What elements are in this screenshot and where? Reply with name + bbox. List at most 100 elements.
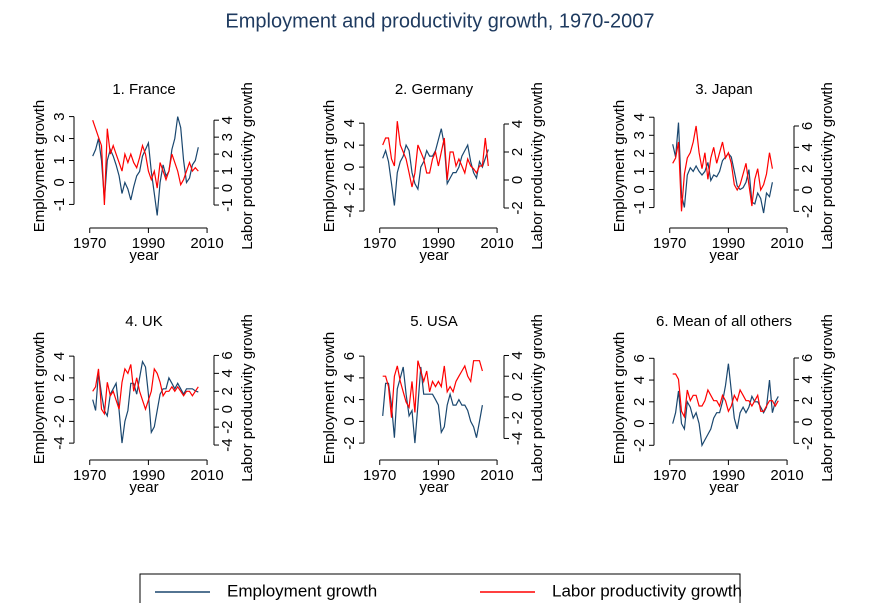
legend-label: Labor productivity growth: [552, 581, 742, 600]
x-axis-title: year: [129, 247, 158, 264]
panel-title: 3. Japan: [695, 81, 753, 98]
y2-tick-label: 4: [219, 116, 236, 124]
y2-tick-label: 2: [219, 150, 236, 158]
x-tick-label: 1970: [73, 235, 106, 252]
series-line: [382, 360, 483, 418]
y-axis-title: Employment growth: [321, 332, 338, 465]
y-tick-label: 2: [51, 374, 68, 382]
y-tick-label: 2: [341, 141, 358, 149]
x-tick-label: 2010: [770, 467, 803, 484]
y-tick-label: 2: [631, 149, 648, 157]
y-tick-label: 2: [341, 395, 358, 403]
x-tick-label: 1990: [712, 467, 745, 484]
y2-tick-label: 2: [799, 396, 816, 404]
x-tick-label: 1970: [653, 467, 686, 484]
y-axis-title: Employment growth: [611, 332, 628, 465]
y2-tick-label: 0: [799, 418, 816, 426]
y-tick-label: 0: [631, 419, 648, 427]
y2-tick-label: -2: [799, 205, 816, 218]
x-tick-label: 1990: [422, 235, 455, 252]
y2-axis-title: Labor productivity growth: [819, 314, 836, 482]
x-tick-label: 1990: [422, 467, 455, 484]
y-tick-label: 4: [341, 119, 358, 127]
y-tick-label: -2: [51, 415, 68, 428]
y2-axis-title: Labor productivity growth: [529, 314, 546, 482]
x-tick-label: 2010: [190, 467, 223, 484]
y2-tick-label: -4: [509, 432, 526, 445]
series-line: [382, 121, 489, 188]
y2-tick-label: 2: [219, 387, 236, 395]
y2-tick-label: 0: [219, 405, 236, 413]
y2-axis-title: Labor productivity growth: [239, 82, 256, 250]
x-axis-title: year: [419, 479, 448, 496]
y-tick-label: -4: [341, 204, 358, 217]
series-line: [672, 373, 779, 419]
chart-title: Employment and productivity growth, 1970…: [225, 10, 654, 32]
y-tick-label: 6: [631, 354, 648, 362]
y-tick-label: -4: [51, 436, 68, 449]
y-axis-title: Employment growth: [611, 100, 628, 233]
y-tick-label: 4: [341, 374, 358, 382]
y2-tick-label: 2: [509, 148, 526, 156]
x-tick-label: 2010: [190, 235, 223, 252]
y2-tick-label: 4: [799, 143, 816, 151]
y2-tick-label: 0: [799, 186, 816, 194]
y-axis-title: Employment growth: [31, 332, 48, 465]
y-tick-label: 1: [51, 156, 68, 164]
panel-title: 4. UK: [125, 313, 163, 330]
series-line: [672, 122, 773, 214]
y-tick-label: 4: [51, 352, 68, 360]
panel-title: 2. Germany: [395, 81, 474, 98]
y2-tick-label: 4: [219, 369, 236, 377]
x-axis-title: year: [419, 247, 448, 264]
y2-axis-title: Labor productivity growth: [819, 82, 836, 250]
y-tick-label: 0: [51, 178, 68, 186]
x-tick-label: 1990: [132, 235, 165, 252]
x-tick-label: 1990: [132, 467, 165, 484]
y2-tick-label: 6: [219, 351, 236, 359]
x-tick-label: 1990: [712, 235, 745, 252]
y-tick-label: -2: [631, 439, 648, 452]
x-tick-label: 2010: [480, 235, 513, 252]
y2-tick-label: 6: [799, 354, 816, 362]
y-tick-label: 2: [51, 134, 68, 142]
y-tick-label: 4: [631, 376, 648, 384]
y-tick-label: -1: [631, 201, 648, 214]
y-tick-label: 0: [341, 163, 358, 171]
y2-tick-label: -2: [509, 411, 526, 424]
panel-title: 5. USA: [410, 313, 458, 330]
y2-tick-label: 1: [219, 167, 236, 175]
y-tick-label: 1: [631, 167, 648, 175]
y2-tick-label: -2: [219, 420, 236, 433]
y2-tick-label: 4: [509, 120, 526, 128]
y2-tick-label: -1: [219, 198, 236, 211]
x-tick-label: 2010: [770, 235, 803, 252]
y-tick-label: 0: [51, 395, 68, 403]
x-tick-label: 1970: [363, 235, 396, 252]
y2-axis-title: Labor productivity growth: [529, 82, 546, 250]
y2-tick-label: -2: [799, 437, 816, 450]
y-axis-title: Employment growth: [31, 100, 48, 233]
series-line: [672, 125, 773, 212]
y2-tick-label: 3: [219, 133, 236, 141]
y-tick-label: 3: [51, 112, 68, 120]
y2-tick-label: 0: [509, 393, 526, 401]
y-tick-label: 0: [341, 417, 358, 425]
x-axis-title: year: [129, 479, 158, 496]
panel-title: 6. Mean of all others: [656, 313, 792, 330]
panel-title: 1. France: [112, 81, 175, 98]
y-tick-label: -2: [341, 182, 358, 195]
y-tick-label: 0: [631, 185, 648, 193]
legend-label: Employment growth: [227, 581, 377, 600]
y2-tick-label: 2: [799, 164, 816, 172]
x-tick-label: 1970: [653, 235, 686, 252]
legend-box: [139, 573, 741, 603]
y2-tick-label: 4: [799, 375, 816, 383]
series-line: [382, 366, 483, 444]
x-tick-label: 2010: [480, 467, 513, 484]
y-tick-label: 3: [631, 131, 648, 139]
series-line: [92, 120, 199, 206]
y-axis-title: Employment growth: [321, 100, 338, 233]
